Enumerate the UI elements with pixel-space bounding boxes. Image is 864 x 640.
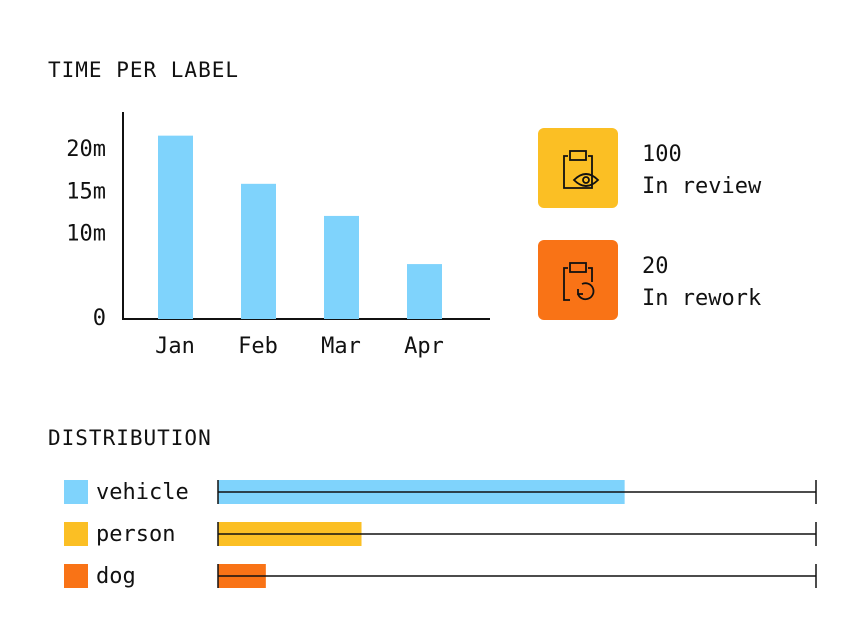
- stat-value: 20: [642, 254, 669, 279]
- bar: [324, 215, 359, 319]
- legend-swatch: [64, 564, 88, 588]
- chart-title: TIME PER LABEL: [48, 58, 239, 82]
- category-label: dog: [96, 564, 136, 589]
- bar: [407, 264, 442, 319]
- category-label: person: [96, 522, 175, 547]
- x-tick-label: Mar: [321, 334, 361, 359]
- chart-title: DISTRIBUTION: [48, 426, 212, 450]
- legend-swatch: [64, 480, 88, 504]
- x-tick-label: Apr: [404, 334, 444, 359]
- y-tick-label: 20m: [66, 137, 106, 162]
- clipboard-eye-icon: [563, 150, 600, 189]
- stat-label: In rework: [642, 286, 761, 311]
- category-label: vehicle: [96, 480, 189, 505]
- y-tick-label: 0: [93, 306, 106, 331]
- y-tick-label: 10m: [66, 222, 106, 247]
- card-icon-bg: [538, 128, 618, 208]
- legend-swatch: [64, 522, 88, 546]
- card-icon-bg: [538, 240, 618, 320]
- x-tick-label: Feb: [238, 334, 278, 359]
- clipboard-redo-icon: [563, 262, 595, 301]
- stat-label: In review: [642, 174, 762, 199]
- stat-value: 100: [642, 142, 682, 167]
- y-tick-label: 15m: [66, 179, 106, 204]
- review-card: 100 In review: [538, 128, 762, 208]
- rework-card: 20 In rework: [538, 240, 761, 320]
- x-tick-label: Jan: [155, 334, 195, 359]
- bar: [158, 135, 193, 319]
- bar: [241, 183, 276, 319]
